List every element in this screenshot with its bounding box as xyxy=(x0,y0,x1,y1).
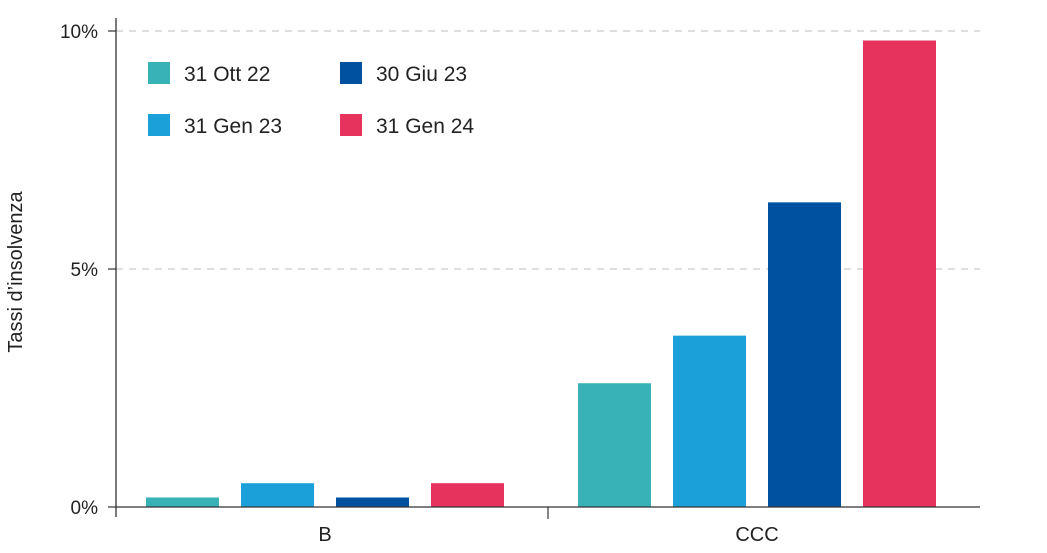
legend-swatch xyxy=(148,62,170,84)
legend-swatch xyxy=(340,62,362,84)
axes xyxy=(108,18,980,519)
y-axis-title: Tassi d’insolvenza xyxy=(5,191,27,353)
legend-label: 30 Giu 23 xyxy=(376,63,467,86)
category-labels: B CCC xyxy=(318,524,778,546)
bars xyxy=(146,40,936,508)
bar-ccc-2 xyxy=(673,335,746,507)
legend-swatch xyxy=(148,114,170,136)
legend-label: 31 Gen 24 xyxy=(376,115,474,138)
bar-b-2 xyxy=(241,483,314,507)
category-label: B xyxy=(318,524,331,546)
bar-ccc-1 xyxy=(578,383,651,507)
y-tick-label: 10% xyxy=(60,22,98,43)
y-tick-label: 0% xyxy=(71,498,99,519)
bar-b-3 xyxy=(336,497,409,507)
bar-b-1 xyxy=(146,497,219,507)
legend-swatch xyxy=(340,114,362,136)
y-tick-label: 5% xyxy=(71,260,99,281)
legend-label: 31 Gen 23 xyxy=(184,115,282,138)
bar-ccc-3 xyxy=(768,202,841,508)
bar-ccc-4 xyxy=(863,40,936,508)
bar-b-4 xyxy=(431,483,504,507)
legend: 31 Ott 22 31 Gen 23 30 Giu 23 31 Gen 24 xyxy=(148,62,474,138)
category-label: CCC xyxy=(735,524,778,546)
y-tick-labels: 0% 5% 10% xyxy=(60,22,98,519)
legend-label: 31 Ott 22 xyxy=(184,63,270,86)
